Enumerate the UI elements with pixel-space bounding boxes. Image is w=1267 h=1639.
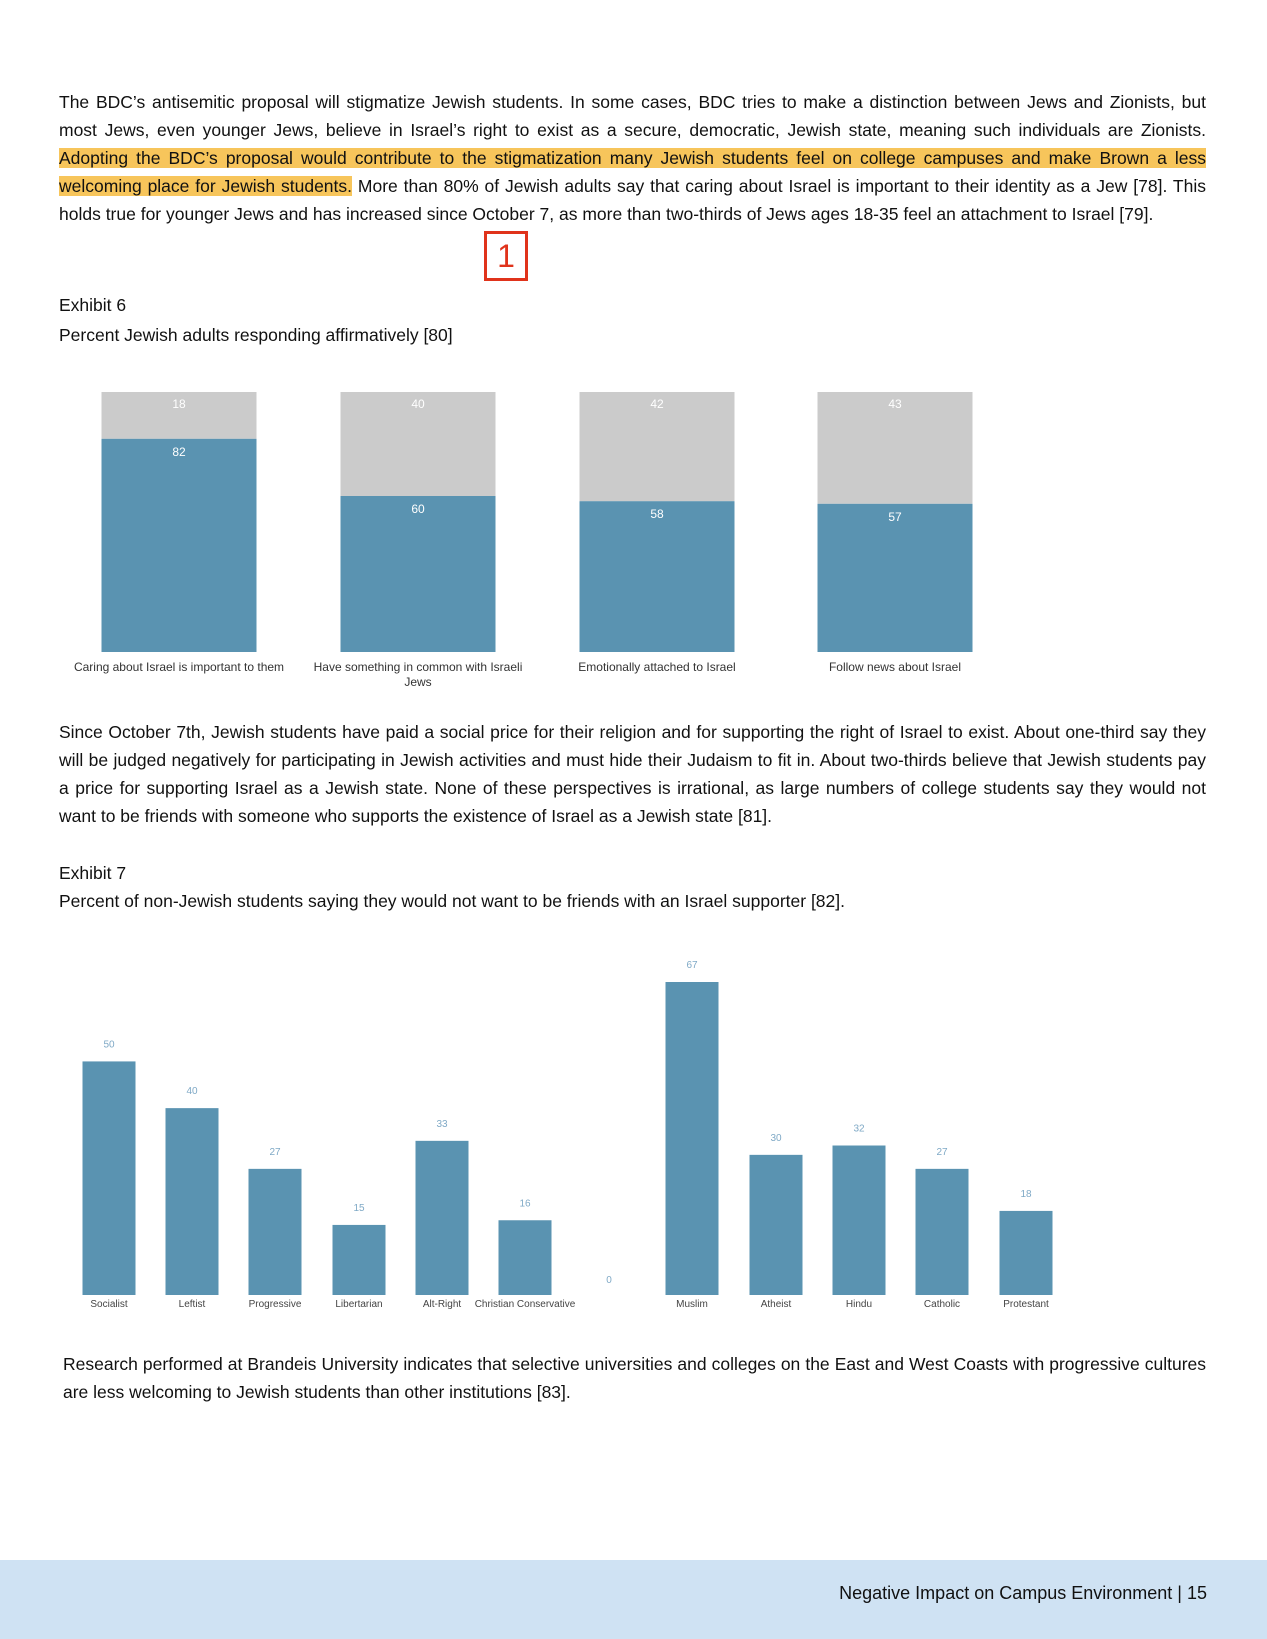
bar-remainder-label: 43 bbox=[888, 397, 902, 411]
footer-band bbox=[0, 1560, 1267, 1639]
bar-value-label: 67 bbox=[686, 960, 698, 971]
category-label: Atheist bbox=[761, 1299, 792, 1310]
exhibit7-caption: Percent of non-Jewish students saying th… bbox=[59, 891, 845, 911]
bar-value-label: 27 bbox=[936, 1147, 948, 1158]
bar bbox=[915, 1168, 969, 1295]
bar-value-label: 30 bbox=[770, 1133, 782, 1144]
bar bbox=[999, 1210, 1053, 1295]
bar-remainder bbox=[579, 392, 735, 502]
bar bbox=[749, 1154, 803, 1295]
bar-affirmative bbox=[101, 438, 257, 652]
bar-value-label: 50 bbox=[103, 1039, 115, 1050]
bar-value-label: 57 bbox=[888, 510, 902, 524]
bar-value-label: 40 bbox=[186, 1086, 198, 1097]
intro-paragraph: The BDC’s antisemitic proposal will stig… bbox=[59, 88, 1206, 228]
bar-value-label: 33 bbox=[436, 1119, 448, 1130]
bar-affirmative bbox=[579, 501, 735, 652]
category-label: Christian Conservative bbox=[475, 1299, 576, 1310]
annotation-marker: 1 bbox=[484, 231, 528, 281]
intro-text-after: More than 80% of Jewish adults say that … bbox=[59, 176, 1206, 224]
category-label: Leftist bbox=[179, 1299, 206, 1310]
bar-remainder-label: 40 bbox=[411, 397, 425, 411]
bar bbox=[248, 1168, 302, 1295]
bar bbox=[82, 1061, 136, 1295]
bar-value-label: 16 bbox=[519, 1198, 531, 1209]
bar-remainder-label: 18 bbox=[172, 397, 186, 411]
category-label: Socialist bbox=[90, 1299, 127, 1310]
bar-value-label: 60 bbox=[411, 502, 425, 516]
category-label: Alt-Right bbox=[423, 1299, 462, 1310]
bar-affirmative bbox=[817, 503, 973, 652]
paragraph-social-price: Since October 7th, Jewish students have … bbox=[59, 722, 1206, 826]
category-label: Jews bbox=[404, 675, 431, 689]
bar-value-label: 0 bbox=[606, 1275, 612, 1286]
bar bbox=[498, 1220, 552, 1295]
exhibit7-chart: 50 Socialist 40 Leftist 27 Progressive 15 Liber… bbox=[82, 960, 1053, 1310]
category-label: Hindu bbox=[846, 1299, 872, 1310]
bar-value-label: 15 bbox=[353, 1203, 365, 1214]
bar bbox=[165, 1108, 219, 1295]
bar-value-label: 27 bbox=[269, 1147, 281, 1158]
category-label: Emotionally attached to Israel bbox=[578, 660, 735, 674]
exhibit6-label: Exhibit 6 bbox=[59, 295, 127, 315]
footer-page-label: Negative Impact on Campus Environment | … bbox=[839, 1583, 1207, 1603]
category-label: Muslim bbox=[676, 1299, 708, 1310]
bar-value-label: 58 bbox=[650, 507, 664, 521]
bar-remainder bbox=[817, 392, 973, 504]
category-label: Progressive bbox=[249, 1299, 302, 1310]
bar-remainder bbox=[101, 392, 257, 439]
bar bbox=[832, 1145, 886, 1295]
category-label: Protestant bbox=[1003, 1299, 1049, 1310]
bar bbox=[332, 1224, 386, 1295]
bar-value-label: 18 bbox=[1020, 1189, 1032, 1200]
bar-remainder bbox=[340, 392, 496, 496]
category-label: Follow news about Israel bbox=[829, 660, 961, 674]
category-label: Libertarian bbox=[335, 1299, 382, 1310]
intro-text-before: The BDC’s antisemitic proposal will stig… bbox=[59, 92, 1206, 140]
exhibit7-label: Exhibit 7 bbox=[59, 863, 127, 883]
exhibit6-chart: 18 82 Caring about Israel is important to … bbox=[74, 392, 973, 689]
category-label: Have something in common with Israeli bbox=[314, 660, 523, 674]
category-label: Catholic bbox=[924, 1299, 960, 1310]
bar-value-label: 82 bbox=[172, 445, 186, 459]
bar-affirmative bbox=[340, 496, 496, 652]
category-label: Caring about Israel is important to them bbox=[74, 660, 284, 674]
bar-remainder-label: 42 bbox=[650, 397, 664, 411]
bar-value-label: 32 bbox=[853, 1124, 865, 1135]
exhibit6-caption: Percent Jewish adults responding affirma… bbox=[59, 325, 453, 345]
bar bbox=[665, 982, 719, 1295]
bar bbox=[415, 1140, 469, 1295]
paragraph-brandeis: Research performed at Brandeis Universit… bbox=[63, 1354, 1206, 1402]
